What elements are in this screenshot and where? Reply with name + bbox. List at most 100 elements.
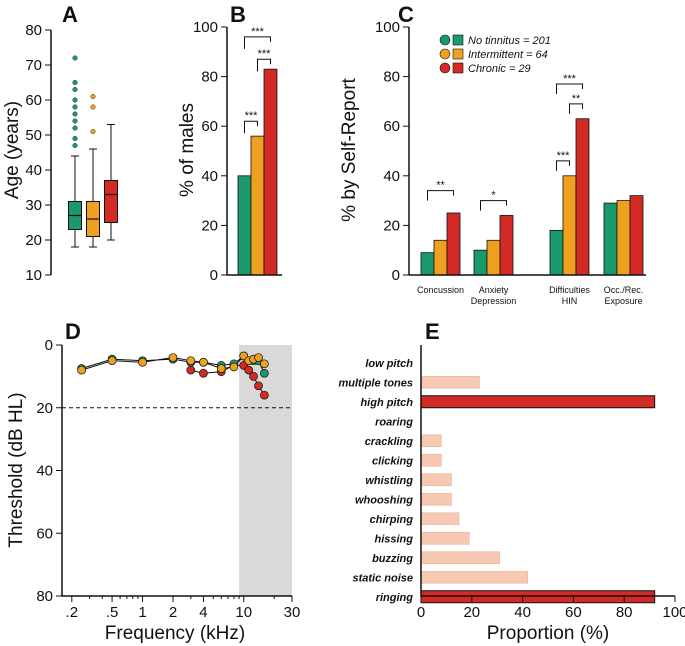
- panel-a-y-tick-label: 60: [25, 92, 42, 109]
- series-point: [168, 353, 178, 362]
- bar: [237, 175, 252, 276]
- box-outlier: [72, 125, 78, 131]
- panel-a-y-tick-label: 10: [25, 267, 42, 284]
- legend-circle-marker: [439, 34, 451, 46]
- panel-c-y-tick-label: 100: [375, 19, 400, 36]
- bar: [250, 135, 265, 276]
- category-label: chirping: [370, 514, 414, 526]
- panel-a-y-tick-label: 70: [25, 57, 42, 74]
- bar: [420, 492, 452, 506]
- series-point: [186, 356, 196, 366]
- series-point: [199, 368, 208, 378]
- category-label: Occ./Rec.: [604, 285, 644, 295]
- box-outlier: [72, 104, 78, 110]
- panel-d-y-label: Threshold (dB HL): [6, 392, 27, 547]
- panel-e-x-tick-label: 20: [463, 604, 480, 621]
- series-point: [199, 357, 208, 367]
- panel-c-y-tick-label: 0: [392, 267, 400, 284]
- bar: [549, 229, 564, 276]
- bar: [420, 570, 528, 584]
- panel-b-y-label: % of males: [177, 103, 198, 197]
- category-label: Exposure: [604, 296, 642, 306]
- panel-c-y-tick-label: 60: [383, 118, 400, 135]
- panel-d-x-tick-label: 4: [199, 604, 207, 621]
- panel-a-y-tick-label: 20: [25, 232, 42, 249]
- bar: [420, 531, 470, 545]
- category-label: ringing: [376, 592, 414, 604]
- significance-bracket: [244, 120, 258, 134]
- panel-a-y-label: Age (years): [2, 101, 23, 199]
- category-label: Anxiety: [479, 285, 509, 295]
- significance-label: **: [436, 180, 445, 192]
- box-outlier: [72, 135, 78, 141]
- panel-b-y-tick-label: 60: [201, 118, 218, 135]
- panel-d-x-tick-label: 10: [235, 604, 252, 621]
- bar: [420, 473, 452, 487]
- category-label: roaring: [375, 416, 413, 428]
- panel-a: A Age (years) 10 20 30 40 50 60 70 80: [2, 2, 118, 284]
- category-label: low pitch: [365, 358, 413, 370]
- series-point: [260, 390, 269, 400]
- series-point: [254, 353, 263, 362]
- panel-b-y-tick-label: 40: [201, 168, 218, 185]
- legend-square-marker: [452, 34, 464, 46]
- bar: [420, 551, 501, 565]
- box-iqr: [104, 180, 118, 223]
- significance-label: ***: [251, 26, 265, 38]
- legend-circle-marker: [439, 62, 451, 74]
- legend-square-marker: [452, 62, 464, 74]
- panel-e-x-tick-label: 40: [514, 604, 531, 621]
- significance-bracket: [556, 160, 570, 171]
- box-outlier: [72, 79, 78, 85]
- bar: [616, 200, 631, 276]
- significance-label: ***: [258, 48, 272, 60]
- panel-b-y-tick-label: 0: [210, 267, 218, 284]
- panel-a-y-tick-label: 50: [25, 127, 42, 144]
- panel-c-axes: [408, 27, 646, 276]
- panel-a-y-tick-label: 80: [25, 22, 42, 39]
- panel-label-b: B: [230, 2, 246, 27]
- box-outlier: [72, 118, 78, 124]
- series-point: [186, 365, 196, 375]
- bar: [420, 395, 656, 409]
- category-label: whooshing: [355, 494, 413, 506]
- significance-label: ***: [245, 110, 259, 122]
- panel-b-axes: [226, 27, 282, 276]
- panel-label-c: C: [398, 2, 414, 27]
- significance-bracket: [480, 200, 507, 211]
- panel-e-x-tick-label: 80: [616, 604, 633, 621]
- significance-bracket: [556, 83, 583, 95]
- box-outlier: [72, 55, 78, 61]
- panel-c-y-tick-label: 20: [383, 217, 400, 234]
- series-point: [254, 381, 263, 391]
- panel-e-x-tick-label: 60: [565, 604, 582, 621]
- significance-label: *: [491, 190, 496, 202]
- panel-c-y-label: % by Self-Report: [339, 77, 360, 221]
- panel-d-y-tick-label: 0: [45, 337, 53, 354]
- series-point: [107, 356, 117, 366]
- series-point: [138, 357, 147, 367]
- box-outlier: [90, 128, 96, 134]
- legend-label: No tinnitus = 201: [468, 35, 551, 47]
- panel-e-x-tick-label: 0: [417, 604, 425, 621]
- series-point: [244, 365, 254, 375]
- panel-a-y-tick-label: 30: [25, 197, 42, 214]
- bar: [603, 202, 618, 276]
- significance-bracket: [244, 36, 271, 49]
- panel-c-y-tick-label: 80: [383, 69, 400, 86]
- bar: [420, 375, 480, 389]
- bar: [499, 215, 514, 276]
- panel-e: E Proportion (%) low pitch multiple tones…: [338, 319, 685, 644]
- bar: [420, 512, 460, 526]
- category-label: buzzing: [372, 553, 413, 565]
- box-outlier: [72, 97, 78, 103]
- significance-bracket: [427, 190, 454, 201]
- panel-d-x-label: Frequency (kHz): [105, 623, 245, 644]
- panel-b-y-tick-label: 100: [193, 19, 218, 36]
- box-outlier: [90, 104, 96, 110]
- box-outlier: [72, 142, 78, 148]
- series-point: [260, 359, 269, 369]
- panel-label-e: E: [425, 319, 440, 344]
- panel-label-a: A: [62, 2, 78, 27]
